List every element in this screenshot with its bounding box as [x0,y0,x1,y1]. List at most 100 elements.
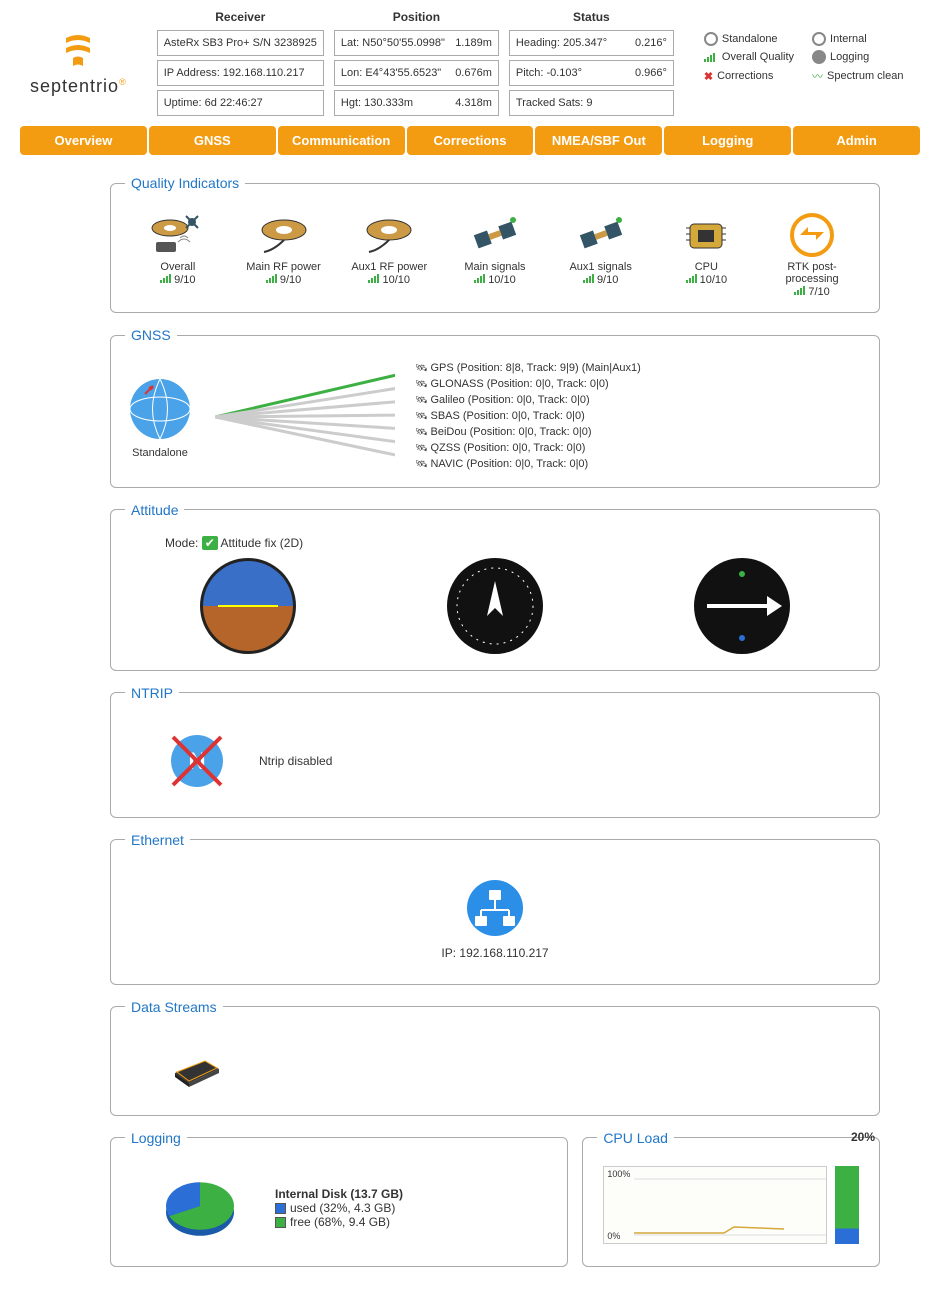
panel-logging: Logging Internal Disk (13.7 GB) used (32… [110,1130,568,1267]
qi-item: CPU 10/10 [662,209,750,298]
qi-score: 9/10 [134,273,222,286]
target-icon [704,32,718,46]
position-title: Position [334,10,499,24]
panel-ntrip: NTRIP N Ntrip disabled [110,685,880,818]
qi-score: 9/10 [240,273,328,286]
qi-item: Overall 9/10 [134,209,222,298]
sat-row: GPS (Position: 8|8, Track: 9|9) (Main|Au… [415,361,641,377]
status-sats: Tracked Sats: 9 [509,90,674,116]
disk-title: Internal Disk (13.7 GB) [275,1187,403,1201]
position-col: Position Lat: N50°50'55.0998"1.189m Lon:… [334,10,499,116]
qi-icon [240,209,328,261]
qi-score: 10/10 [662,273,750,286]
logo: septentrio [30,30,127,97]
gnss-lines-icon [215,367,395,467]
qi-icon [134,209,222,261]
badge-standalone: Standalone [704,32,794,46]
disk-free: free (68%, 9.4 GB) [275,1215,403,1229]
main-nav: Overview GNSS Communication Corrections … [20,126,920,155]
badge-logging: Logging [812,50,903,64]
status-pitch: Pitch: -0.103°0.966° [509,60,674,86]
header: septentrio Receiver AsteRx SB3 Pro+ S/N … [0,0,940,126]
panel-datastreams: Data Streams [110,999,880,1116]
x-icon: ✖ [704,70,713,83]
panel-cpu: CPU Load 20% 100% 0% [582,1130,880,1267]
position-lon: Lon: E4°43'55.6523"0.676m [334,60,499,86]
device-icon [165,1043,229,1091]
status-heading: Heading: 205.347°0.216° [509,30,674,56]
attitude-mode: Mode: ✔ Attitude fix (2D) [165,536,865,550]
sat-row: BeiDou (Position: 0|0, Track: 0|0) [415,425,641,441]
panel-quality: Quality Indicators Overall 9/10 Main RF … [110,175,880,313]
position-lat: Lat: N50°50'55.0998"1.189m [334,30,499,56]
tab-communication[interactable]: Communication [278,126,405,155]
receiver-model: AsteRx SB3 Pro+ S/N 3238925 [157,30,324,56]
badge-spectrum: 〰Spectrum clean [812,68,903,84]
panel-logging-legend: Logging [125,1130,187,1146]
qi-item: Main RF power 9/10 [240,209,328,298]
panel-ethernet-legend: Ethernet [125,832,190,848]
qi-item: Aux1 RF power 10/10 [345,209,433,298]
receiver-col: Receiver AsteRx SB3 Pro+ S/N 3238925 IP … [157,10,324,116]
globe-icon [125,374,195,444]
position-hgt: Hgt: 130.333m4.318m [334,90,499,116]
tab-overview[interactable]: Overview [20,126,147,155]
badge-quality: Overall Quality [704,50,794,64]
receiver-uptime: Uptime: 6d 22:46:27 [157,90,324,116]
panel-quality-legend: Quality Indicators [125,175,245,191]
tab-gnss[interactable]: GNSS [149,126,276,155]
panel-gnss-legend: GNSS [125,327,177,343]
attitude-horizon-gauge [198,556,298,656]
bars-icon [704,52,715,62]
gnss-sat-list: GPS (Position: 8|8, Track: 9|9) (Main|Au… [415,361,641,473]
qi-item: RTK post-processing 7/10 [768,209,856,298]
sat-row: NAVIC (Position: 0|0, Track: 0|0) [415,457,641,473]
ethernet-ip: IP: 192.168.110.217 [441,946,548,960]
qi-icon [662,209,750,261]
qi-icon [768,209,856,261]
badge-corrections: ✖Corrections [704,68,794,84]
tab-nmea[interactable]: NMEA/SBF Out [535,126,662,155]
attitude-heading-gauge [445,556,545,656]
logo-icon [63,30,93,70]
status-badges: Standalone Internal Overall Quality Logg… [704,32,904,84]
info-tables: Receiver AsteRx SB3 Pro+ S/N 3238925 IP … [157,10,674,116]
qi-item: Aux1 signals 9/10 [557,209,645,298]
wave-icon: 〰 [812,68,823,84]
cpu-bar [835,1166,859,1244]
tab-admin[interactable]: Admin [793,126,920,155]
ntrip-status: Ntrip disabled [259,754,332,768]
disk-icon [812,50,826,64]
tab-logging[interactable]: Logging [664,126,791,155]
status-title: Status [509,10,674,24]
panel-cpu-legend: CPU Load [597,1130,674,1146]
panel-ethernet: Ethernet IP: 192.168.110.217 [110,832,880,985]
qi-score: 7/10 [768,285,856,298]
panel-gnss: GNSS Standalone GPS (Position: 8|8, Trac… [110,327,880,488]
attitude-pitch-gauge [692,556,792,656]
panel-ntrip-legend: NTRIP [125,685,179,701]
qi-icon [557,209,645,261]
clock-icon [812,32,826,46]
qi-label: Aux1 RF power [345,261,433,273]
qi-label: Main signals [451,261,539,273]
qi-item: Main signals 10/10 [451,209,539,298]
qi-label: Overall [134,261,222,273]
panel-datastreams-legend: Data Streams [125,999,223,1015]
ethernet-icon [463,876,527,940]
qi-score: 10/10 [345,273,433,286]
tab-corrections[interactable]: Corrections [407,126,534,155]
disk-used: used (32%, 4.3 GB) [275,1201,403,1215]
qi-score: 10/10 [451,273,539,286]
cpu-percent: 20% [851,1130,875,1144]
sat-row: SBAS (Position: 0|0, Track: 0|0) [415,409,641,425]
receiver-title: Receiver [157,10,324,24]
qi-icon [345,209,433,261]
cpu-chart: 100% 0% [603,1166,827,1244]
qi-score: 9/10 [557,273,645,286]
badge-internal: Internal [812,32,903,46]
disk-pie-chart [145,1168,255,1248]
qi-icon [451,209,539,261]
qi-label: Main RF power [240,261,328,273]
brand-name: septentrio [30,76,127,97]
